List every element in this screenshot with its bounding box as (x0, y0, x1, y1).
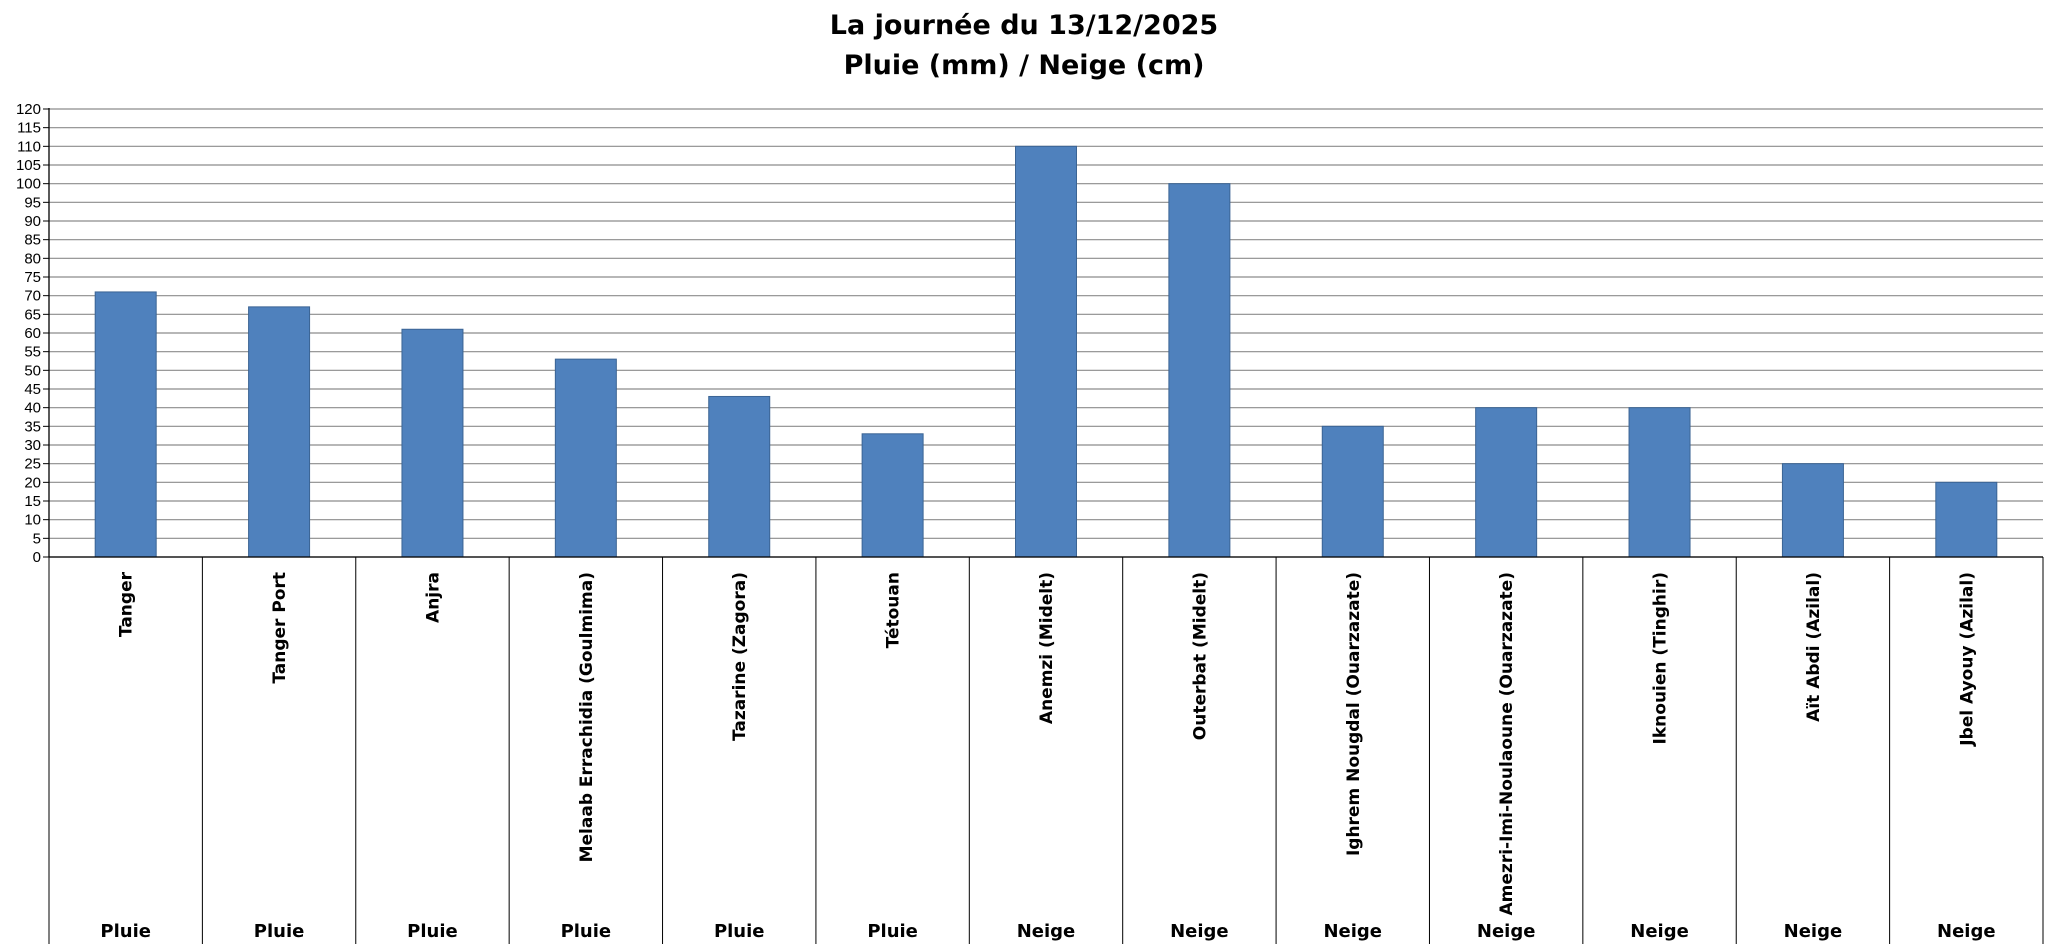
chart-title-block: La journée du 13/12/2025 Pluie (mm) / Ne… (0, 6, 2048, 86)
bar-6 (861, 433, 924, 558)
category-label: Tazarine (Zagora) (730, 572, 750, 741)
bar-11 (1628, 407, 1691, 558)
y-tick-label: 20 (24, 474, 41, 491)
y-tick-label: 60 (24, 325, 41, 342)
y-tick-label: 0 (33, 549, 41, 566)
y-tick-label: 35 (24, 418, 41, 435)
y-tick-label: 40 (24, 400, 41, 417)
bar-5 (708, 395, 771, 558)
y-tick-label: 90 (24, 213, 41, 230)
y-axis-ticks: 0510152025303540455055606570758085909510… (16, 101, 49, 566)
category-label: Amezri-Imi-Noulaoune (Ouarzazate) (1497, 572, 1517, 915)
y-tick-label: 10 (24, 512, 41, 529)
y-tick-label: 110 (17, 138, 41, 155)
group-label: Neige (1017, 921, 1076, 942)
bar-9 (1321, 425, 1384, 558)
y-tick-label: 85 (24, 232, 41, 249)
y-tick-label: 55 (24, 344, 41, 361)
category-label: Aït Abdi (Azilal) (1804, 572, 1824, 722)
y-tick-label: 75 (24, 269, 41, 286)
category-label: Iknouien (Tinghir) (1651, 572, 1671, 744)
axes (48, 108, 2044, 944)
bar-4 (554, 358, 617, 558)
group-label: Pluie (714, 921, 765, 942)
y-tick-label: 115 (17, 120, 41, 137)
category-label: Anjra (423, 572, 443, 623)
category-label: Anemzi (Midelt) (1037, 572, 1057, 724)
category-label: Tanger Port (270, 572, 290, 684)
bar-12 (1781, 463, 1844, 558)
y-tick-label: 50 (24, 362, 41, 379)
y-tick-label: 25 (24, 456, 41, 473)
group-label: Pluie (254, 921, 305, 942)
group-label: Neige (1937, 921, 1996, 942)
category-label: Melaab Errachidia (Goulmima) (577, 572, 597, 862)
category-labels: Tanger Pluie Tanger Port Pluie Anjra Pluie Mel… (100, 571, 1995, 942)
category-label: Outerbat (Midelt) (1190, 572, 1210, 740)
group-label: Neige (1323, 921, 1382, 942)
chart-title: La journée du 13/12/2025 (829, 10, 1219, 41)
category-label: Ighrem Nougdal (Ouarzazate) (1344, 572, 1364, 856)
y-tick-label: 15 (24, 493, 41, 510)
group-label: Neige (1784, 921, 1843, 942)
bar-3 (401, 328, 464, 558)
bar-1 (94, 291, 157, 558)
category-label: Tanger (117, 571, 137, 637)
y-tick-label: 95 (24, 194, 41, 211)
y-tick-label: 80 (24, 250, 41, 267)
y-tick-label: 5 (33, 530, 41, 547)
y-tick-label: 70 (24, 288, 41, 305)
y-tick-label: 120 (16, 101, 41, 118)
bar-2 (248, 306, 311, 558)
group-label: Pluie (407, 921, 458, 942)
y-tick-label: 100 (16, 176, 41, 193)
chart-subtitle: Pluie (mm) / Neige (cm) (843, 50, 1205, 81)
group-label: Neige (1170, 921, 1229, 942)
bar-7 (1015, 145, 1077, 558)
group-label: Neige (1477, 921, 1536, 942)
category-label: Jbel Ayouy (Azilal) (1957, 572, 1977, 747)
group-label: Pluie (867, 921, 918, 942)
y-tick-label: 65 (24, 306, 41, 323)
bar-10 (1475, 407, 1538, 558)
bar-8 (1168, 183, 1231, 558)
y-tick-label: 105 (16, 157, 41, 174)
y-tick-label: 45 (24, 381, 41, 398)
group-label: Pluie (100, 921, 151, 942)
bar-13 (1935, 481, 1998, 558)
category-label: Tétouan (884, 572, 904, 648)
group-label: Neige (1630, 921, 1689, 942)
bars (94, 145, 1998, 558)
y-tick-label: 30 (24, 437, 41, 454)
group-label: Pluie (561, 921, 612, 942)
